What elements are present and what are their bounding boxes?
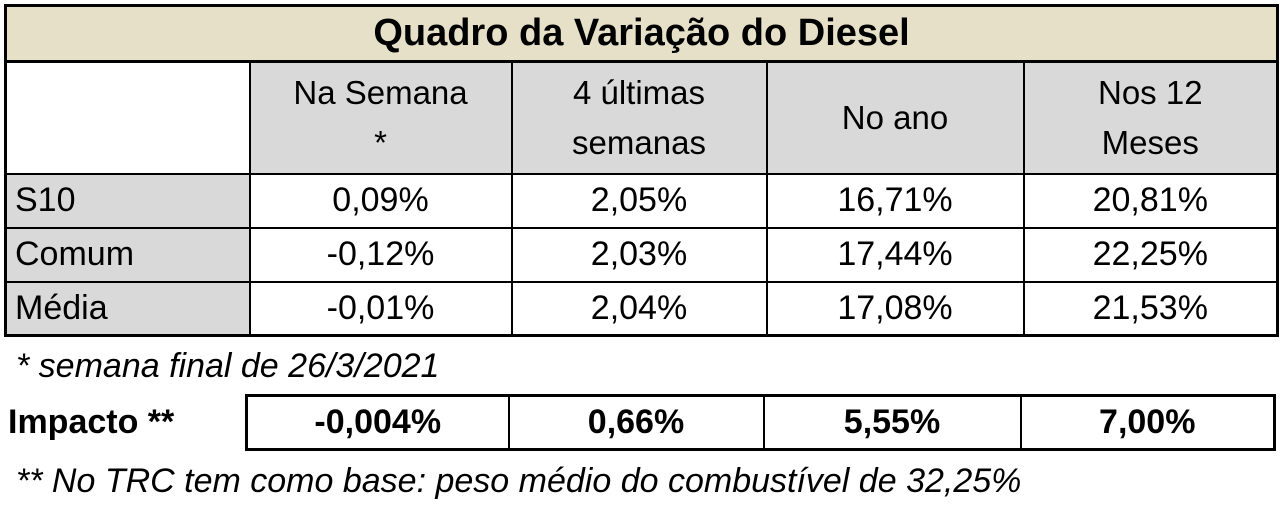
value-cell: 2,03%	[510, 226, 768, 283]
table-title-row: Quadro da Variação do Diesel	[4, 4, 1279, 63]
value-cell: 21,53%	[1022, 280, 1279, 337]
impact-row: Impacto ** -0,004% 0,66% 5,55% 7,00%	[4, 394, 1276, 451]
value-cell: 16,71%	[765, 172, 1025, 229]
footnote-semana-final: * semana final de 26/3/2021	[16, 347, 440, 385]
table-title: Quadro da Variação do Diesel	[4, 4, 1279, 63]
value-cell: 2,05%	[510, 172, 768, 229]
value-cell: 17,44%	[765, 226, 1025, 283]
value-cell: 20,81%	[1022, 172, 1279, 229]
column-header-empty	[4, 60, 251, 175]
diesel-variation-table: Quadro da Variação do Diesel Na Semana *…	[4, 4, 1280, 337]
table-row-comum: Comum -0,12% 2,03% 17,44% 22,25%	[4, 226, 1279, 283]
column-header-4-ultimas-semanas: 4 últimas semanas	[510, 60, 768, 175]
impact-value-cell: -0,004%	[245, 394, 510, 451]
impact-label: Impacto **	[8, 403, 175, 441]
column-header-nos-12-meses: Nos 12 Meses	[1022, 60, 1279, 175]
value-cell: 22,25%	[1022, 226, 1279, 283]
footnote-trc-base: ** No TRC tem como base: peso médio do c…	[16, 462, 1022, 500]
impact-values-row: -0,004% 0,66% 5,55% 7,00%	[245, 394, 1276, 451]
table-row-s10: S10 0,09% 2,05% 16,71% 20,81%	[4, 172, 1279, 229]
row-label-s10: S10	[4, 172, 251, 229]
column-header-na-semana: Na Semana *	[248, 60, 513, 175]
table-header-row: Na Semana * 4 últimas semanas No ano Nos…	[4, 60, 1279, 175]
value-cell: 2,04%	[510, 280, 768, 337]
row-label-media: Média	[4, 280, 251, 337]
value-cell: 0,09%	[248, 172, 513, 229]
row-label-comum: Comum	[4, 226, 251, 283]
impact-value-cell: 0,66%	[507, 394, 765, 451]
column-header-no-ano: No ano	[765, 60, 1025, 175]
value-cell: -0,12%	[248, 226, 513, 283]
impact-values-table: -0,004% 0,66% 5,55% 7,00%	[245, 394, 1276, 451]
impact-value-cell: 5,55%	[762, 394, 1022, 451]
impact-value-cell: 7,00%	[1019, 394, 1276, 451]
value-cell: -0,01%	[248, 280, 513, 337]
value-cell: 17,08%	[765, 280, 1025, 337]
table-row-media: Média -0,01% 2,04% 17,08% 21,53%	[4, 280, 1279, 337]
